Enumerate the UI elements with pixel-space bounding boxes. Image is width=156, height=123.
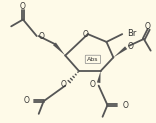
FancyBboxPatch shape bbox=[85, 55, 101, 64]
Text: O: O bbox=[128, 42, 134, 51]
Text: O: O bbox=[83, 30, 89, 39]
Text: O: O bbox=[24, 96, 30, 105]
Text: Abs: Abs bbox=[87, 57, 99, 62]
Text: O: O bbox=[20, 2, 26, 11]
Text: O: O bbox=[90, 80, 96, 89]
Polygon shape bbox=[113, 46, 127, 57]
Text: O: O bbox=[39, 32, 45, 41]
Text: O: O bbox=[60, 80, 66, 89]
Polygon shape bbox=[97, 71, 101, 83]
Text: Br: Br bbox=[127, 29, 136, 38]
Polygon shape bbox=[53, 43, 65, 55]
Text: O: O bbox=[122, 101, 128, 110]
Text: O: O bbox=[145, 22, 151, 31]
